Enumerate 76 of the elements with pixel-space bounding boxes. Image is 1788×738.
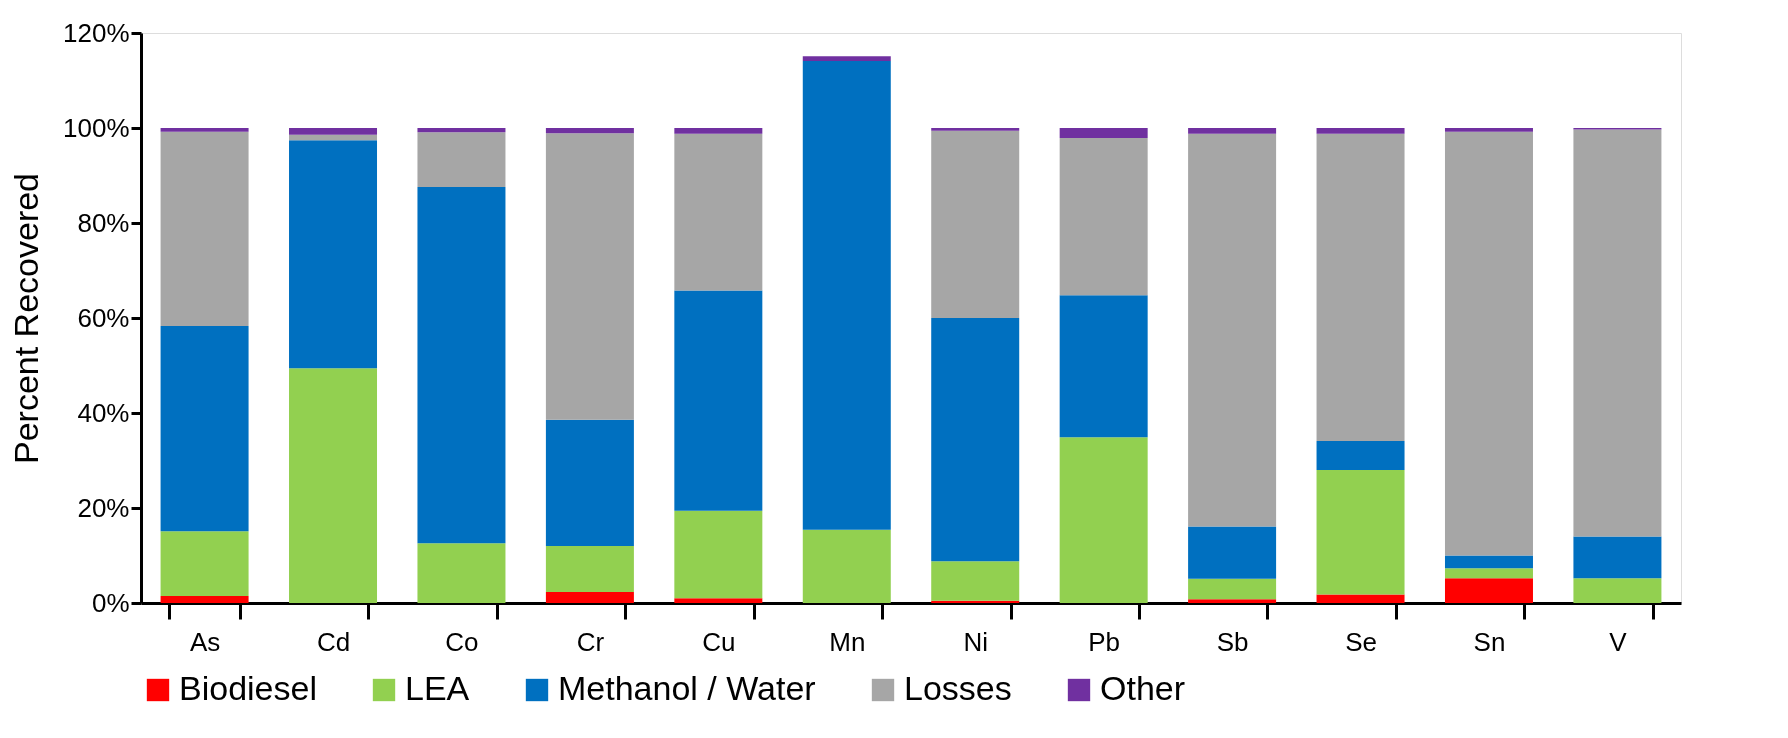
y-tick-label: 40% bbox=[77, 397, 130, 428]
x-tick-label: Ni bbox=[963, 626, 988, 657]
x-tick-label: Se bbox=[1345, 626, 1377, 657]
legend-label: Biodiesel bbox=[179, 669, 317, 707]
y-tick-label: 80% bbox=[77, 207, 130, 238]
bar bbox=[160, 595, 249, 603]
bar bbox=[1316, 133, 1405, 442]
bar bbox=[674, 133, 763, 291]
bar bbox=[1444, 555, 1533, 569]
x-tick-label: Sb bbox=[1216, 626, 1249, 657]
bar bbox=[674, 128, 763, 134]
bar bbox=[289, 368, 378, 603]
bar bbox=[1188, 526, 1277, 579]
x-tick-label: Cu bbox=[702, 626, 736, 657]
bar bbox=[1316, 594, 1405, 603]
x-tick-label: Cr bbox=[576, 626, 605, 657]
bar bbox=[289, 140, 378, 369]
y-tick-label: 60% bbox=[77, 302, 130, 333]
bar bbox=[931, 130, 1020, 318]
bar bbox=[289, 128, 378, 135]
bar bbox=[1059, 128, 1148, 138]
x-tick-label: Pb bbox=[1088, 626, 1121, 657]
bar bbox=[1316, 470, 1405, 595]
bar bbox=[931, 128, 1020, 131]
bar bbox=[1059, 295, 1148, 438]
bar bbox=[1316, 441, 1405, 470]
bar bbox=[1188, 133, 1277, 527]
bar bbox=[545, 592, 634, 603]
bar bbox=[545, 128, 634, 134]
x-tick-label: Sn bbox=[1473, 626, 1506, 657]
y-tick-label: 120% bbox=[63, 17, 130, 48]
legend-label: LEA bbox=[405, 669, 470, 707]
bar bbox=[160, 128, 249, 132]
bar bbox=[1188, 128, 1277, 134]
bar bbox=[1573, 129, 1662, 537]
bar bbox=[802, 56, 891, 62]
bar bbox=[160, 131, 249, 327]
bar bbox=[545, 133, 634, 420]
bar bbox=[160, 531, 249, 596]
bar bbox=[417, 128, 506, 133]
bar bbox=[417, 132, 506, 187]
legend-label: Methanol / Water bbox=[558, 669, 816, 707]
y-tick-label: 100% bbox=[63, 112, 130, 143]
legend-label: Other bbox=[1100, 669, 1186, 707]
y-tick-label: 20% bbox=[77, 492, 130, 523]
bar bbox=[1444, 568, 1533, 579]
x-tick-label: Co bbox=[445, 626, 479, 657]
bar bbox=[802, 61, 891, 530]
bar bbox=[1059, 137, 1148, 296]
bar bbox=[417, 543, 506, 603]
x-tick-label: Cd bbox=[316, 626, 351, 657]
bar bbox=[1444, 578, 1533, 603]
bar bbox=[1573, 578, 1662, 603]
legend-label: Losses bbox=[904, 669, 1012, 707]
bar bbox=[545, 546, 634, 593]
bar bbox=[931, 561, 1020, 601]
bar bbox=[417, 186, 506, 544]
bar bbox=[1059, 437, 1148, 603]
bar bbox=[802, 529, 891, 603]
x-tick-label: Mn bbox=[829, 626, 866, 657]
bar bbox=[160, 326, 249, 532]
x-tick-label: V bbox=[1609, 626, 1628, 657]
bar bbox=[1444, 131, 1533, 556]
y-tick-label: 0% bbox=[91, 587, 130, 618]
bar bbox=[1573, 536, 1662, 579]
x-tick-label: As bbox=[189, 626, 221, 657]
bar bbox=[931, 318, 1020, 562]
bar bbox=[1444, 128, 1533, 132]
bar bbox=[674, 290, 763, 511]
bar bbox=[674, 510, 763, 599]
y-axis-title: Percent Recovered bbox=[7, 172, 45, 465]
bar bbox=[1188, 599, 1277, 603]
bar bbox=[545, 419, 634, 546]
bar bbox=[1188, 578, 1277, 600]
bar bbox=[1316, 128, 1405, 134]
bar bbox=[674, 598, 763, 603]
